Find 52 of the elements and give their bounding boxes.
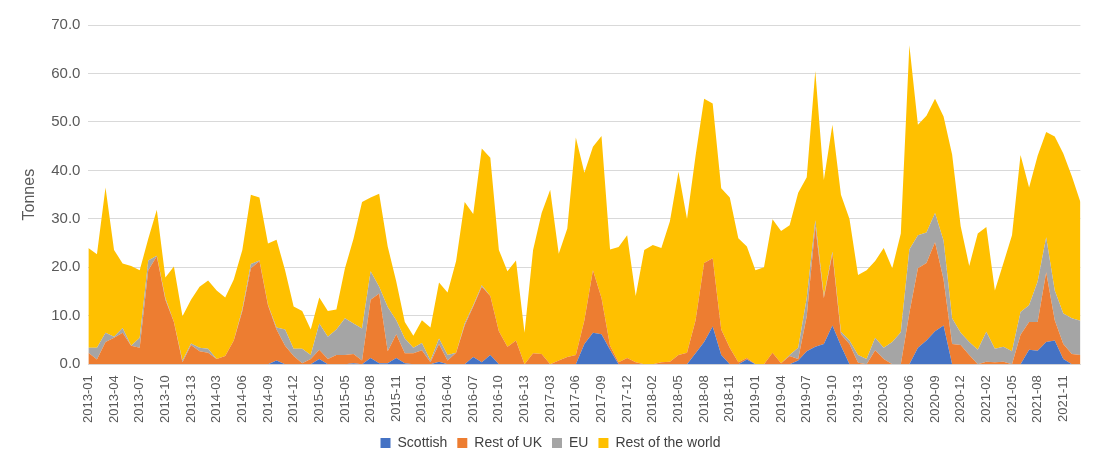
x-tick-label: 2020-03 — [875, 375, 891, 424]
legend-label: EU — [569, 433, 589, 450]
y-tick-label: 70.0 — [51, 15, 81, 33]
y-tick-label: 40.0 — [51, 160, 81, 178]
x-tick-label: 2019-10 — [823, 375, 839, 424]
x-tick-label: 2013-04 — [105, 375, 121, 424]
x-tick-label: 2015-11 — [387, 375, 403, 423]
x-tick-label: 2015-02 — [310, 375, 326, 424]
x-tick-label: 2013-07 — [131, 375, 147, 424]
x-tick-label: 2016-07 — [464, 375, 480, 424]
x-tick-label: 2014-12 — [285, 375, 301, 424]
x-tick-label: 2021-05 — [1003, 375, 1019, 424]
x-tick-label: 2017-03 — [541, 375, 557, 424]
x-tick-label: 2014-09 — [259, 375, 275, 424]
x-tick-label: 2017-09 — [593, 375, 609, 424]
x-tick-label: 2014-03 — [208, 375, 224, 424]
y-axis-title: Tonnes — [20, 168, 38, 221]
x-tick-label: 2018-11 — [721, 375, 737, 423]
x-tick-label: 2019-04 — [772, 375, 788, 424]
x-tick-label: 2015-08 — [362, 375, 378, 424]
x-tick-label: 2021-11 — [1054, 375, 1070, 423]
x-tick-label: 2021-02 — [977, 375, 993, 424]
x-tick-label: 2016-10 — [490, 375, 506, 424]
x-tick-label: 2013-10 — [156, 375, 172, 424]
x-tick-label: 2018-08 — [695, 375, 711, 424]
x-tick-label: 2020-09 — [926, 375, 942, 424]
x-tick-label: 2019-01 — [747, 375, 763, 424]
y-tick-label: 30.0 — [51, 209, 81, 227]
x-tick-label: 2018-02 — [644, 375, 660, 424]
x-tick-label: 2016-01 — [413, 375, 429, 424]
y-tick-label: 60.0 — [51, 63, 81, 81]
y-tick-label: 50.0 — [51, 112, 81, 130]
x-tick-label: 2017-06 — [567, 375, 583, 424]
x-tick-label: 2015-05 — [336, 375, 352, 424]
x-tick-label: 2019-07 — [798, 375, 814, 424]
y-tick-label: 0.0 — [59, 354, 81, 372]
x-tick-label: 2017-12 — [618, 375, 634, 424]
x-tick-label: 2019-13 — [849, 375, 865, 424]
x-tick-label: 2020-06 — [900, 375, 916, 424]
x-tick-label: 2014-06 — [233, 375, 249, 424]
x-tick-label: 2016-13 — [516, 375, 532, 424]
x-tick-label: 2021-08 — [1029, 375, 1045, 424]
x-tick-label: 2020-12 — [952, 375, 968, 424]
x-tick-label: 2013-01 — [79, 375, 95, 424]
legend-label: Scottish — [397, 433, 448, 450]
x-tick-label: 2013-13 — [182, 375, 198, 424]
y-tick-label: 10.0 — [51, 305, 81, 323]
x-tick-label: 2018-05 — [670, 375, 686, 424]
x-tick-label: 2016-04 — [439, 375, 455, 424]
legend-label: Rest of the world — [615, 433, 721, 450]
y-tick-label: 20.0 — [51, 257, 81, 275]
legend-label: Rest of UK — [474, 433, 543, 450]
